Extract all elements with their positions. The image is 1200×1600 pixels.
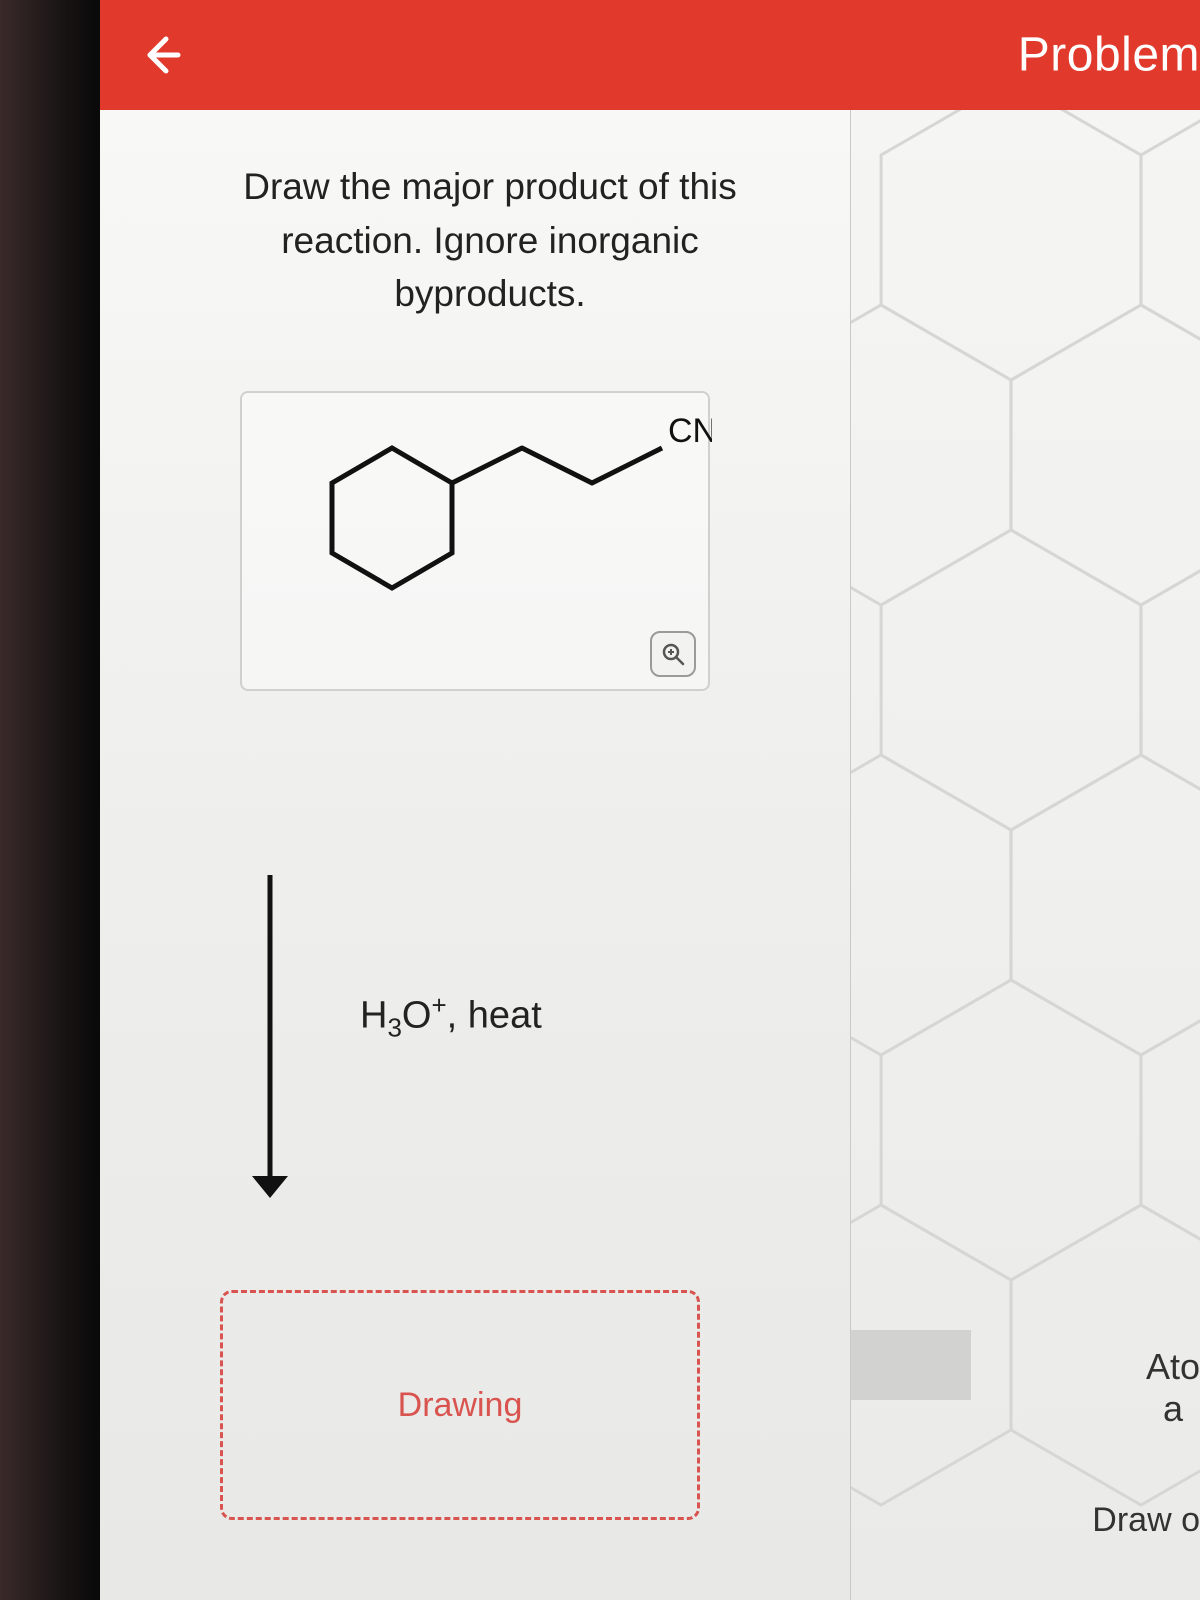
reagent-label: H3O+, heat	[360, 990, 542, 1043]
drawing-drop-target[interactable]: Drawing	[220, 1290, 700, 1520]
back-button[interactable]	[130, 25, 190, 85]
app-screen: Problem Draw the major product of this r…	[100, 0, 1200, 1600]
header-title: Problem	[1018, 28, 1200, 83]
atoms-label-line2: a	[1163, 1388, 1183, 1429]
selected-hex-highlight	[851, 1330, 971, 1400]
drawing-drop-label: Drawing	[398, 1386, 523, 1425]
structure-box[interactable]: CN	[240, 391, 710, 691]
svg-text:CN: CN	[668, 412, 712, 450]
body-row: Draw the major product of this reaction.…	[100, 110, 1200, 1600]
reagent-heat: heat	[468, 995, 542, 1037]
magnifier-icon	[660, 641, 686, 667]
reaction-arrow	[250, 870, 290, 1220]
zoom-button[interactable]	[650, 631, 696, 677]
prompt-line: Draw the major product of this	[243, 166, 737, 207]
app-header: Problem	[100, 0, 1200, 110]
prompt-line: byproducts.	[394, 273, 585, 314]
problem-panel: Draw the major product of this reaction.…	[100, 110, 850, 1600]
draw-hint-label: Draw o	[1092, 1501, 1200, 1540]
atoms-label: Ato a	[1146, 1346, 1200, 1430]
editor-panel: Ato a Draw o	[850, 110, 1200, 1600]
atoms-label-line1: Ato	[1146, 1346, 1200, 1387]
prompt-line: reaction. Ignore inorganic	[281, 220, 699, 261]
problem-prompt: Draw the major product of this reaction.…	[160, 160, 820, 321]
arrow-left-icon	[138, 33, 182, 77]
molecule-svg: CN	[242, 393, 712, 693]
